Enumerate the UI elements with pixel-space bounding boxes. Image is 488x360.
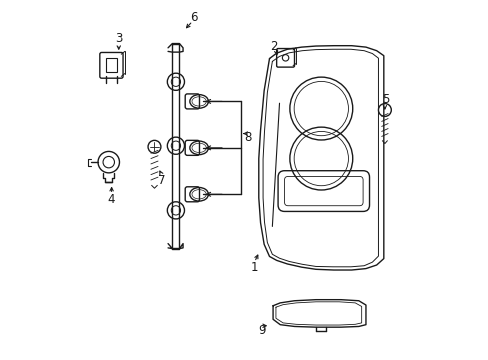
Text: 3: 3 <box>115 32 122 45</box>
Text: 4: 4 <box>108 193 115 206</box>
Text: 9: 9 <box>257 324 265 337</box>
Text: 7: 7 <box>158 174 165 186</box>
Bar <box>106 58 117 72</box>
Text: 8: 8 <box>244 131 251 144</box>
Text: 1: 1 <box>250 261 258 274</box>
Text: 2: 2 <box>269 40 277 53</box>
Text: 6: 6 <box>190 11 197 24</box>
Text: 5: 5 <box>381 93 388 106</box>
